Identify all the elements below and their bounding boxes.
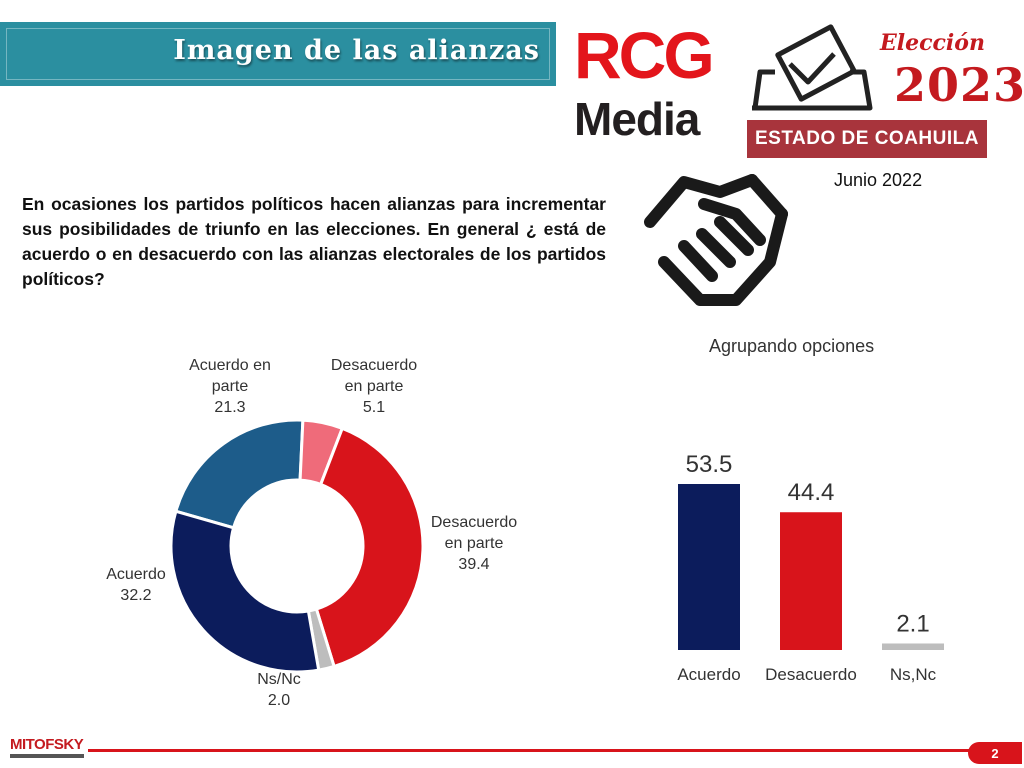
survey-question: En ocasiones los partidos políticos hace…	[22, 194, 606, 289]
slice-label: Desacuerdo en parte 5.1	[331, 357, 417, 416]
slice-value: 39.4	[458, 556, 489, 573]
estado-badge: ESTADO DE COAHUILA	[747, 120, 987, 158]
bar	[780, 512, 842, 650]
slice-label: Acuerdo en parte 21.3	[189, 357, 271, 416]
slice-value: 21.3	[214, 399, 245, 416]
slice-label: Acuerdo 32.2	[106, 566, 166, 604]
slice-value: 5.1	[363, 399, 385, 416]
mitofsky-underline	[10, 754, 84, 758]
bar-value-label: 2.1	[896, 610, 929, 637]
slice-value: 2.0	[268, 692, 290, 709]
bar-value-label: 53.5	[686, 451, 733, 478]
bar-chart-title: Agrupando opciones	[709, 336, 875, 356]
survey-date: Junio 2022	[834, 170, 923, 190]
donut-slice	[174, 418, 305, 530]
bar-category-label: Acuerdo	[677, 665, 740, 684]
bar-category-label: Ns,Nc	[890, 665, 937, 684]
media-logo: Media	[574, 93, 700, 145]
bar-value-label: 44.4	[788, 479, 835, 506]
bar	[882, 643, 944, 650]
election-year: 2023	[894, 58, 1024, 112]
banner-frame	[6, 28, 550, 80]
bar	[678, 484, 740, 650]
slice-label: Ns/Nc 2.0	[257, 671, 301, 709]
estado-label: ESTADO DE COAHUILA	[755, 128, 979, 149]
page-number: 2	[968, 742, 1022, 764]
eleccion-label: Elección	[880, 30, 985, 56]
page-title: Imagen de las alianzas	[173, 35, 540, 66]
rcg-logo: RCG	[574, 18, 715, 92]
mitofsky-logo: MITOFSKY	[10, 736, 84, 753]
bar-category-label: Desacuerdo	[765, 665, 857, 684]
slice-label: Desacuerdo en parte 39.4	[431, 514, 517, 573]
donut-slice	[314, 426, 425, 669]
slice-value: 32.2	[120, 587, 151, 604]
donut-slice	[169, 509, 321, 674]
title-banner: Imagen de las alianzas	[0, 22, 556, 86]
footer-line	[88, 749, 988, 752]
